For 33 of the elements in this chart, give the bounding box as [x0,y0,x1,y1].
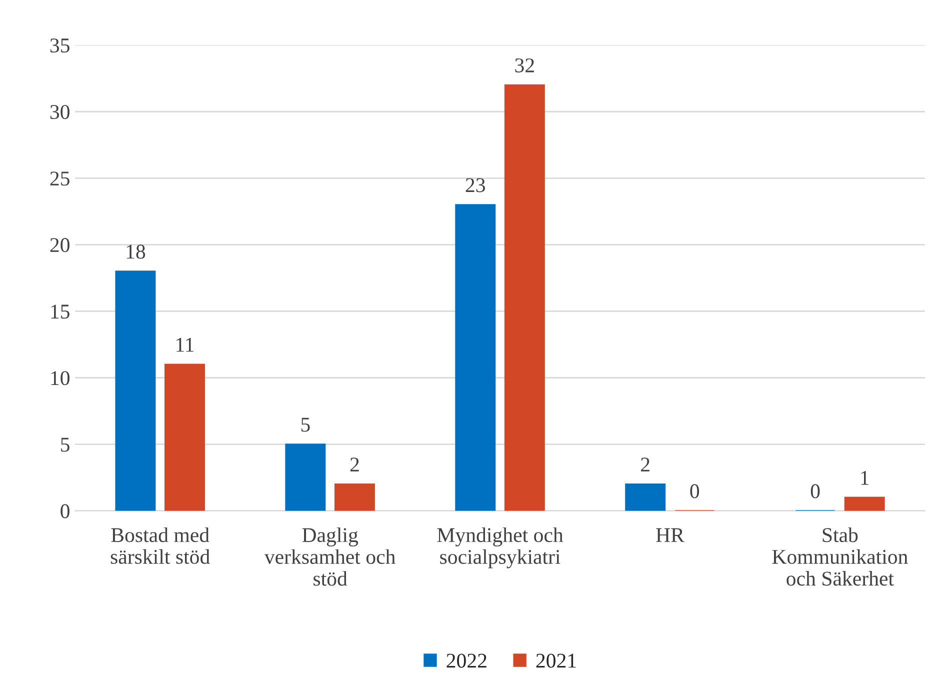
bar [625,484,666,511]
y-tick-label: 20 [50,238,70,252]
data-label: 18 [126,244,146,259]
x-tick-label: Bostad med särskilt stöd [110,527,210,564]
x-tick-label: Stab Kommunikation och Säkerhet [772,527,908,586]
bar [844,496,885,511]
bar [115,270,156,511]
data-label: 23 [466,178,485,192]
bar [334,484,375,511]
y-tick-label: 35 [50,38,70,53]
bar [504,84,545,511]
x-tick-label: Myndighet och socialpsykiatri [437,527,564,568]
data-label: 0 [690,484,700,498]
data-label: 11 [176,338,194,352]
legend-label: 2022 [446,654,486,668]
data-label: 2 [641,458,650,472]
data-label: 1 [861,470,869,485]
y-tick-label: 30 [50,104,70,120]
legend-label: 2021 [536,654,576,668]
bar [164,364,205,511]
y-tick-label: 15 [51,304,70,319]
data-label: 0 [810,484,820,498]
x-tick-label: Daglig verksamhet och stöd [264,527,396,586]
data-label: 2 [350,458,359,472]
data-label: 5 [301,418,310,432]
y-tick-label: 5 [61,438,70,452]
y-tick-label: 10 [51,371,70,386]
data-label: 32 [515,58,534,72]
y-tick-label: 25 [50,172,70,186]
bar [455,204,496,511]
y-tick-label: 0 [60,504,70,518]
x-tick-label: HR [656,528,684,542]
bar [285,444,326,511]
